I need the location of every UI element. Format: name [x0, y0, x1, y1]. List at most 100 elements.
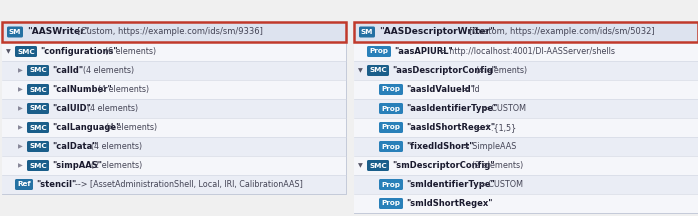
Text: "calUID": "calUID" [52, 104, 91, 113]
FancyBboxPatch shape [367, 65, 389, 76]
Bar [2, 80, 346, 99]
FancyBboxPatch shape [27, 141, 49, 152]
Text: SMC: SMC [29, 86, 47, 92]
Text: SMC: SMC [29, 124, 47, 130]
Text: SMC: SMC [369, 162, 387, 168]
Text: "AASDescriptorWriter": "AASDescriptorWriter" [379, 27, 495, 37]
Text: "configurations": "configurations" [40, 47, 118, 56]
Text: Prop: Prop [382, 143, 401, 149]
FancyBboxPatch shape [379, 198, 403, 209]
Bar [354, 61, 698, 80]
Text: (2 elements): (2 elements) [86, 161, 142, 170]
Bar [2, 156, 346, 175]
Text: "calLanguage": "calLanguage" [52, 123, 120, 132]
Text: ▶: ▶ [18, 125, 23, 130]
Text: "AASWriter": "AASWriter" [27, 27, 89, 37]
Text: Ref: Ref [17, 181, 31, 187]
Text: = CUSTOM: = CUSTOM [477, 104, 526, 113]
Text: ▼: ▼ [6, 49, 10, 54]
FancyBboxPatch shape [359, 27, 375, 38]
Text: SMC: SMC [29, 67, 47, 73]
Bar [354, 22, 698, 213]
Text: SM: SM [9, 29, 21, 35]
Text: SMC: SMC [29, 162, 47, 168]
FancyBboxPatch shape [15, 179, 33, 190]
Text: ▶: ▶ [18, 144, 23, 149]
FancyBboxPatch shape [379, 122, 403, 133]
FancyBboxPatch shape [27, 84, 49, 95]
Text: Prop: Prop [382, 105, 401, 111]
Text: Prop: Prop [382, 200, 401, 206]
FancyBboxPatch shape [27, 103, 49, 114]
Bar [2, 22, 346, 194]
Text: ▶: ▶ [18, 68, 23, 73]
Text: "aasIdValueId": "aasIdValueId" [406, 85, 475, 94]
Text: (4 elements): (4 elements) [86, 142, 142, 151]
Text: SM: SM [361, 29, 373, 35]
Text: SMC: SMC [369, 67, 387, 73]
Bar [2, 175, 346, 194]
Text: [Custom, https://example.com/ids/sm/9336]: [Custom, https://example.com/ids/sm/9336… [72, 27, 262, 37]
Text: (4 elements): (4 elements) [78, 66, 135, 75]
Text: ▶: ▶ [18, 106, 23, 111]
Text: "simpAAS": "simpAAS" [52, 161, 102, 170]
FancyBboxPatch shape [367, 160, 389, 171]
Bar [354, 137, 698, 156]
FancyBboxPatch shape [367, 46, 391, 57]
Text: SMC: SMC [29, 105, 47, 111]
Text: = ^.{1,5}: = ^.{1,5} [470, 123, 516, 132]
FancyBboxPatch shape [27, 160, 49, 171]
Bar [354, 118, 698, 137]
FancyBboxPatch shape [15, 46, 37, 57]
Text: "calData": "calData" [52, 142, 96, 151]
Bar [354, 194, 698, 213]
Bar [2, 118, 346, 137]
Text: (2 elements): (2 elements) [467, 161, 524, 170]
Bar [2, 22, 346, 42]
Bar [354, 22, 698, 42]
Text: (4 elements): (4 elements) [470, 66, 527, 75]
FancyBboxPatch shape [7, 27, 23, 38]
Bar [354, 42, 698, 61]
Text: --> [AssetAdministrationShell, Local, IRI, CalibrationAAS]: --> [AssetAdministrationShell, Local, IR… [70, 180, 303, 189]
Text: = CUSTOM: = CUSTOM [473, 180, 523, 189]
Text: (4 elements): (4 elements) [94, 85, 149, 94]
Text: SMC: SMC [17, 49, 35, 54]
Bar [2, 42, 346, 61]
Text: [Custom, https://example.com/ids/sm/5032]: [Custom, https://example.com/ids/sm/5032… [464, 27, 655, 37]
FancyBboxPatch shape [27, 122, 49, 133]
Text: (4 elements): (4 elements) [82, 104, 138, 113]
Text: "aasIdentifierType": "aasIdentifierType" [406, 104, 498, 113]
Text: (4 elements): (4 elements) [101, 123, 157, 132]
FancyBboxPatch shape [379, 103, 403, 114]
Text: Prop: Prop [382, 181, 401, 187]
Text: "aasAPIURL": "aasAPIURL" [394, 47, 453, 56]
FancyBboxPatch shape [379, 84, 403, 95]
Text: ▶: ▶ [18, 163, 23, 168]
Bar [354, 175, 698, 194]
FancyBboxPatch shape [379, 179, 403, 190]
FancyBboxPatch shape [379, 141, 403, 152]
Bar [354, 80, 698, 99]
Text: = SimpleAAS: = SimpleAAS [459, 142, 517, 151]
Text: SMC: SMC [29, 143, 47, 149]
Text: = id: = id [459, 85, 480, 94]
Text: "fixedIdShort": "fixedIdShort" [406, 142, 473, 151]
Text: "smIdShortRegex": "smIdShortRegex" [406, 199, 493, 208]
Text: Prop: Prop [369, 49, 389, 54]
Text: ▼: ▼ [358, 68, 363, 73]
Text: "calNumber": "calNumber" [52, 85, 112, 94]
FancyBboxPatch shape [27, 65, 49, 76]
Bar [354, 156, 698, 175]
Text: Prop: Prop [382, 124, 401, 130]
Text: "stencil": "stencil" [36, 180, 76, 189]
Text: "smDescriptorConfig": "smDescriptorConfig" [392, 161, 495, 170]
Text: ▼: ▼ [358, 163, 363, 168]
Bar [2, 61, 346, 80]
Bar [2, 137, 346, 156]
Text: = http://localhost:4001/DI-AASServer/shells: = http://localhost:4001/DI-AASServer/she… [436, 47, 615, 56]
Text: (6 elements): (6 elements) [100, 47, 156, 56]
Text: ▶: ▶ [18, 87, 23, 92]
Text: "calId": "calId" [52, 66, 83, 75]
Bar [2, 22, 346, 42]
